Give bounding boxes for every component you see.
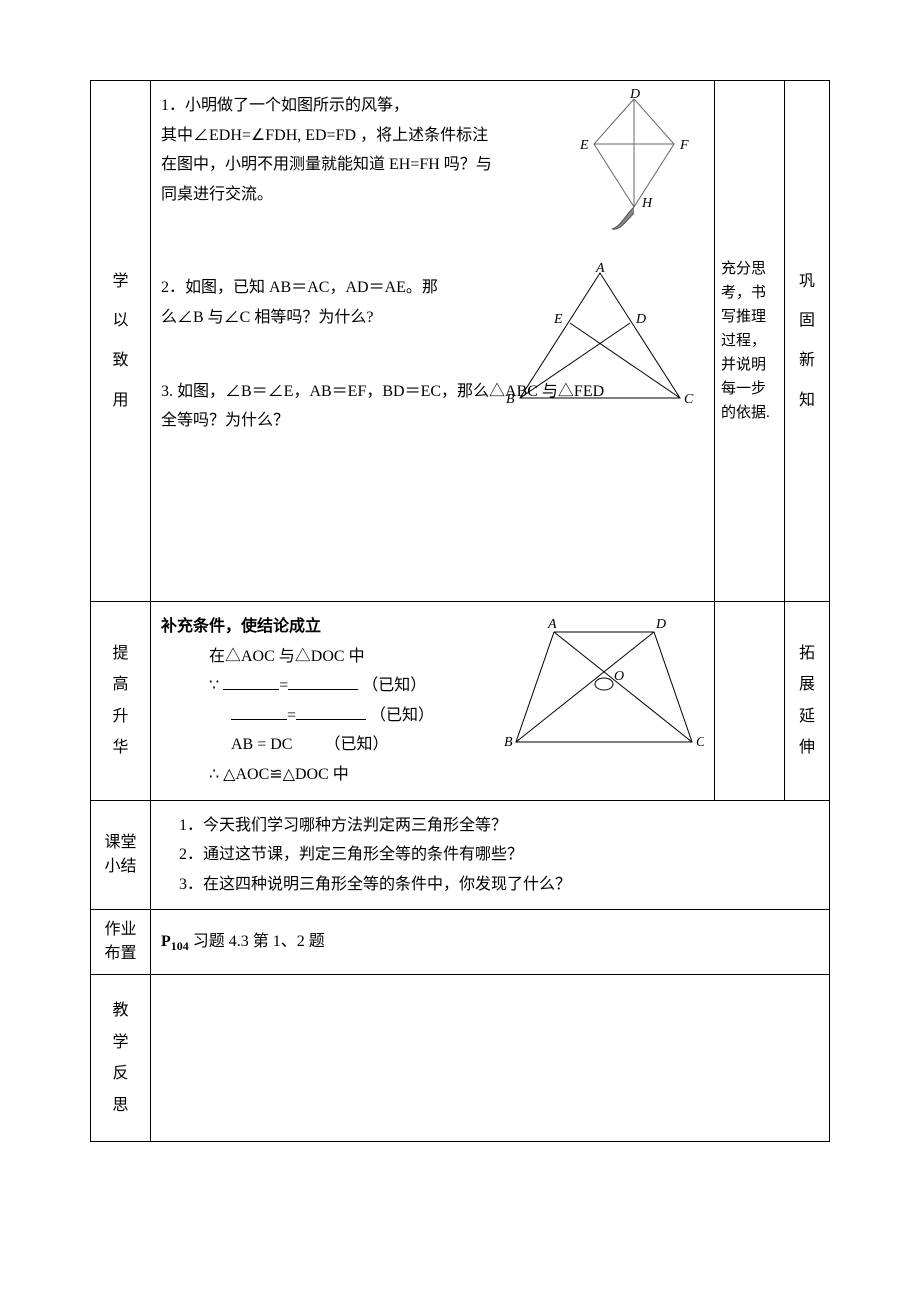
kite-diagram: D E F H [564, 89, 704, 244]
row2-label: 提 高 升 华 [91, 602, 151, 801]
trap-label-c: C [696, 735, 704, 750]
row-homework: 作业 布置 P104 习题 4.3 第 1、2 题 [91, 910, 830, 975]
row2-content: 补充条件，使结论成立 在△AOC 与△DOC 中 ∵ = （已知） = （已知）… [151, 602, 715, 801]
row2-l5: ∴ △AOC≌△DOC 中 [161, 762, 704, 788]
tri-label-d: D [635, 312, 646, 327]
row-summary: 课堂 小结 1．今天我们学习哪种方法判定两三角形全等？ 2．通过这节课，判定三角… [91, 800, 830, 910]
row1-side: 巩 固 新 知 [785, 81, 830, 602]
summary-q2: 2．通过这节课，判定三角形全等的条件有哪些？ [161, 842, 819, 868]
row3-label: 课堂 小结 [91, 800, 151, 910]
trap-label-b: B [504, 735, 513, 750]
kite-label-d: D [629, 89, 640, 102]
tri-label-a: A [595, 263, 605, 276]
row4-label: 作业 布置 [91, 910, 151, 975]
row2-side: 拓 展 延 伸 [785, 602, 830, 801]
row5-label: 教 学 反 思 [91, 975, 151, 1142]
trapezoid-diagram: A D B C O [504, 614, 704, 754]
kite-label-e: E [579, 138, 589, 153]
row1-note: 充分思 考，书 写推理 过程， 并说明 每一步 的依据. [715, 81, 785, 602]
row-practice: 学 以 致 用 1．小明做了一个如图所示的风筝， 其中∠EDH=∠FDH, ED… [91, 81, 830, 602]
hw-post: 习题 4.3 第 1、2 题 [189, 933, 325, 950]
trap-label-d: D [655, 617, 666, 632]
tri-label-c: C [684, 392, 694, 407]
summary-q1: 1．今天我们学习哪种方法判定两三角形全等？ [161, 813, 819, 839]
trap-label-o: O [614, 669, 624, 684]
row4-content: P104 习题 4.3 第 1、2 题 [151, 910, 830, 975]
tri-label-b: B [506, 392, 515, 407]
tri-label-e: E [553, 312, 563, 327]
trap-label-a: A [547, 617, 557, 632]
row2-note [715, 602, 785, 801]
row-reflection: 教 学 反 思 [91, 975, 830, 1142]
row1-label: 学 以 致 用 [91, 81, 151, 602]
row5-content [151, 975, 830, 1142]
triangle-diagram: A B C D E [490, 263, 700, 413]
kite-label-f: F [679, 138, 689, 153]
lesson-plan-table: 学 以 致 用 1．小明做了一个如图所示的风筝， 其中∠EDH=∠FDH, ED… [90, 80, 830, 1142]
row2-title: 补充条件，使结论成立 [161, 618, 321, 635]
row3-content: 1．今天我们学习哪种方法判定两三角形全等？ 2．通过这节课，判定三角形全等的条件… [151, 800, 830, 910]
row-enhance: 提 高 升 华 补充条件，使结论成立 在△AOC 与△DOC 中 ∵ = （已知… [91, 602, 830, 801]
kite-label-h: H [641, 196, 653, 211]
hw-sub: 104 [171, 939, 189, 953]
summary-q3: 3．在这四种说明三角形全等的条件中，你发现了什么？ [161, 872, 819, 898]
hw-pre: P [161, 933, 171, 950]
row1-content: 1．小明做了一个如图所示的风筝， 其中∠EDH=∠FDH, ED=FD ，将上述… [151, 81, 715, 602]
